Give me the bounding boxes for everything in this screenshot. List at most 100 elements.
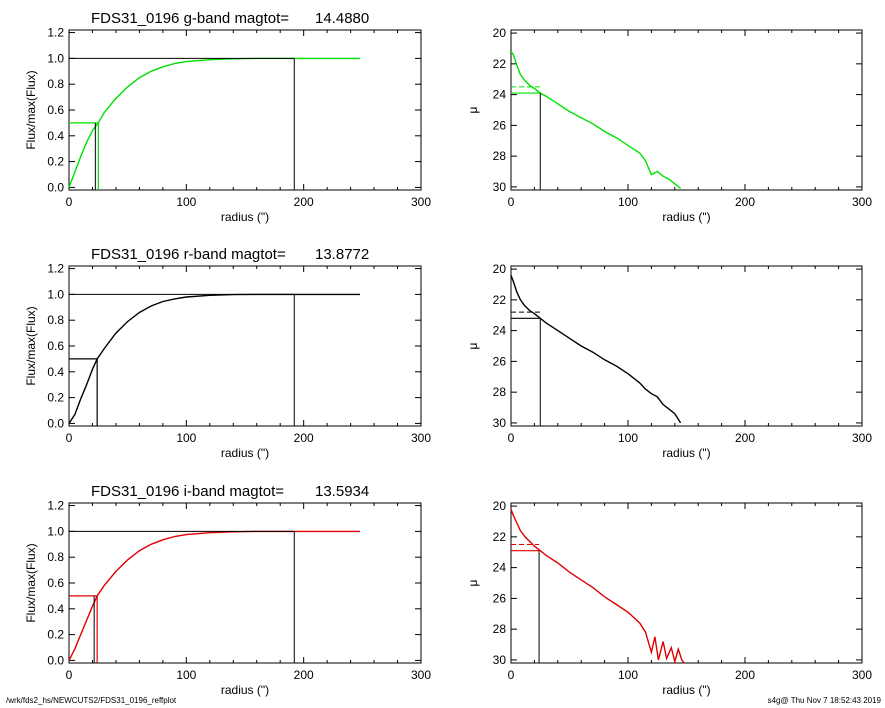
y-tick-label: 20 [493, 26, 507, 40]
x-tick-label: 0 [66, 195, 73, 209]
y-axis-label: Flux/max(Flux) [24, 543, 38, 622]
y-tick-label: 0.4 [47, 602, 64, 616]
panel-r-profile [510, 265, 863, 427]
x-tick-label: 0 [508, 195, 515, 209]
y-tick-label: 1.0 [47, 287, 64, 301]
plot-frame [510, 265, 863, 427]
plot-frame [68, 502, 422, 664]
series-line [510, 274, 682, 424]
x-tick-label: 0 [508, 668, 515, 682]
series-line [68, 293, 360, 424]
panel-g-growth [68, 29, 422, 191]
x-tick-label: 200 [735, 195, 755, 209]
x-axis-label: radius (") [662, 446, 710, 460]
x-tick-label: 100 [176, 668, 196, 682]
x-axis-label: radius (") [221, 210, 269, 224]
y-tick-label: 1.0 [47, 524, 64, 538]
y-axis-label: μ [466, 106, 480, 113]
y-tick-label: 0.6 [47, 576, 64, 590]
chart-title-prefix: FDS31_0196 i-band magtot= [91, 483, 284, 500]
x-tick-label: 100 [176, 195, 196, 209]
chart-title-prefix: FDS31_0196 r-band magtot= [91, 246, 286, 263]
x-tick-label: 300 [852, 431, 872, 445]
panel-r-growth [68, 265, 422, 427]
plot-frame [68, 265, 422, 427]
y-tick-label: 0.6 [47, 103, 64, 117]
y-axis-label: Flux/max(Flux) [24, 306, 38, 385]
y-tick-label: 26 [493, 354, 507, 368]
x-tick-label: 200 [294, 431, 314, 445]
y-tick-label: 1.2 [47, 26, 64, 40]
y-tick-label: 28 [493, 622, 507, 636]
series-line [68, 530, 360, 661]
chart-title-value: 13.8772 [315, 246, 369, 263]
y-tick-label: 28 [493, 149, 507, 163]
chart-title-value: 14.4880 [315, 10, 369, 27]
x-tick-label: 200 [735, 668, 755, 682]
panel-i-growth [68, 502, 422, 664]
x-tick-label: 300 [852, 668, 872, 682]
y-tick-label: 24 [493, 561, 507, 575]
y-tick-label: 0.8 [47, 313, 64, 327]
x-tick-label: 300 [411, 431, 431, 445]
x-tick-label: 300 [852, 195, 872, 209]
y-axis-label: μ [466, 342, 480, 349]
y-tick-label: 26 [493, 591, 507, 605]
x-tick-label: 100 [618, 195, 638, 209]
chart-title-prefix: FDS31_0196 g-band magtot= [91, 10, 289, 27]
panel-i-profile [510, 502, 863, 665]
y-axis-label: μ [466, 579, 480, 586]
y-tick-label: 0.0 [47, 416, 64, 430]
footer-path: /wrk/fds2_hs/NEWCUTS2/FDS31_0196_reffplo… [6, 696, 177, 705]
y-tick-label: 0.2 [47, 391, 64, 405]
x-axis-label: radius (") [662, 210, 710, 224]
y-tick-label: 0.2 [47, 628, 64, 642]
y-tick-label: 1.2 [47, 262, 64, 276]
y-tick-label: 0.4 [47, 129, 64, 143]
y-tick-label: 0.0 [47, 653, 64, 667]
y-tick-label: 0.0 [47, 180, 64, 194]
x-axis-label: radius (") [662, 683, 710, 697]
x-axis-label: radius (") [221, 683, 269, 697]
y-tick-label: 22 [493, 530, 507, 544]
x-axis-label: radius (") [221, 446, 269, 460]
plot-frame [68, 29, 422, 191]
y-axis-label: Flux/max(Flux) [24, 70, 38, 149]
y-tick-label: 1.0 [47, 51, 64, 65]
y-tick-label: 28 [493, 385, 507, 399]
x-tick-label: 200 [735, 431, 755, 445]
y-tick-label: 0.8 [47, 77, 64, 91]
y-tick-label: 30 [493, 180, 507, 194]
x-tick-label: 200 [294, 195, 314, 209]
x-tick-label: 100 [618, 431, 638, 445]
y-tick-label: 24 [493, 88, 507, 102]
y-tick-label: 20 [493, 262, 507, 276]
y-tick-label: 0.6 [47, 339, 64, 353]
y-tick-label: 22 [493, 57, 507, 71]
chart-title-value: 13.5934 [315, 483, 369, 500]
plot-frame [510, 29, 863, 191]
y-tick-label: 0.4 [47, 365, 64, 379]
series-line [510, 508, 685, 665]
series-line [68, 57, 360, 188]
y-tick-label: 1.2 [47, 499, 64, 513]
y-tick-label: 0.2 [47, 155, 64, 169]
x-tick-label: 0 [508, 431, 515, 445]
y-tick-label: 20 [493, 499, 507, 513]
plot-frame [510, 502, 863, 664]
x-tick-label: 100 [176, 431, 196, 445]
y-tick-label: 24 [493, 324, 507, 338]
y-tick-label: 30 [493, 653, 507, 667]
footer-stamp: s4g@ Thu Nov 7 18:52:43 2019 [767, 696, 881, 705]
x-tick-label: 200 [294, 668, 314, 682]
y-tick-label: 22 [493, 293, 507, 307]
y-tick-label: 0.8 [47, 550, 64, 564]
y-tick-label: 26 [493, 118, 507, 132]
x-tick-label: 0 [66, 668, 73, 682]
x-tick-label: 100 [618, 668, 638, 682]
x-tick-label: 300 [411, 668, 431, 682]
panel-g-profile [510, 29, 863, 191]
x-tick-label: 300 [411, 195, 431, 209]
y-tick-label: 30 [493, 416, 507, 430]
